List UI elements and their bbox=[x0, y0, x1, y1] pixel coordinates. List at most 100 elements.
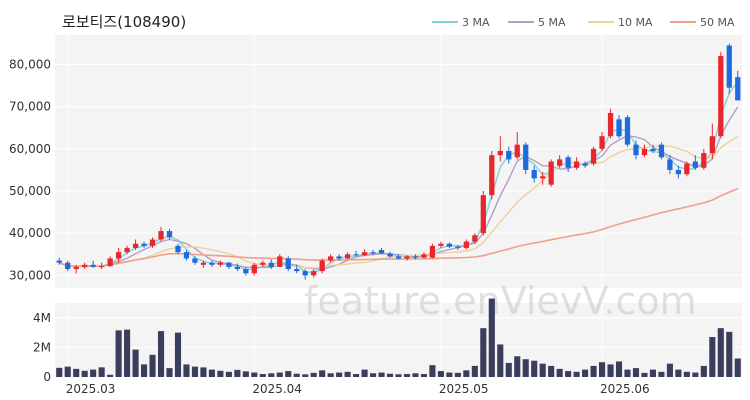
candle-body bbox=[590, 148, 597, 164]
volume-bar bbox=[64, 366, 71, 377]
candle-body bbox=[531, 169, 537, 179]
date-tick-label: 2025.05 bbox=[439, 382, 489, 396]
legend-item: 5 MA bbox=[508, 16, 566, 29]
volume-bar bbox=[370, 373, 377, 377]
candle-body bbox=[684, 163, 690, 175]
candle bbox=[175, 243, 181, 255]
candle bbox=[302, 269, 308, 280]
volume-bar bbox=[124, 329, 131, 377]
candle-body bbox=[412, 256, 419, 258]
candle bbox=[412, 254, 419, 260]
volume-bar bbox=[327, 373, 334, 377]
volume-bar bbox=[412, 373, 419, 377]
volume-bar bbox=[166, 368, 173, 377]
volume-bar bbox=[683, 371, 690, 377]
candle-body bbox=[599, 136, 605, 149]
candle bbox=[370, 250, 376, 256]
candle bbox=[429, 243, 436, 259]
candle-body bbox=[378, 250, 385, 254]
volume-tick-label: 2M bbox=[33, 340, 51, 354]
price-tick-label: 30,000 bbox=[9, 268, 51, 282]
legend-label: 5 MA bbox=[538, 16, 566, 29]
candle bbox=[353, 250, 359, 257]
candle bbox=[73, 264, 79, 274]
candle bbox=[234, 263, 240, 272]
candle-body bbox=[607, 113, 614, 137]
candle bbox=[217, 260, 224, 267]
volume-bar bbox=[208, 369, 215, 377]
candle bbox=[675, 165, 682, 179]
volume-bar bbox=[285, 371, 292, 377]
candle-body bbox=[701, 153, 707, 168]
candle-body bbox=[616, 119, 622, 137]
volume-bar bbox=[251, 372, 258, 377]
price-axis: 30,000 40,000 50,000 60,000 70,000 80,000 bbox=[9, 58, 51, 283]
volume-tick-label: 4M bbox=[33, 311, 51, 325]
candle bbox=[506, 146, 512, 164]
volume-bar bbox=[666, 363, 673, 377]
candle-body bbox=[209, 262, 215, 265]
candle bbox=[726, 43, 732, 95]
candle bbox=[489, 150, 495, 200]
candle bbox=[166, 228, 173, 240]
volume-bar bbox=[446, 372, 453, 377]
candle-body bbox=[387, 253, 393, 257]
volume-bar bbox=[599, 362, 606, 377]
candle bbox=[573, 157, 580, 170]
candle-body bbox=[141, 243, 147, 246]
candle-body bbox=[429, 245, 436, 258]
volume-bar bbox=[692, 372, 699, 377]
volume-bar bbox=[573, 371, 580, 377]
volume-bar bbox=[700, 365, 707, 377]
candle bbox=[285, 256, 291, 272]
candle bbox=[633, 140, 639, 160]
candle bbox=[200, 260, 207, 268]
volume-bar bbox=[615, 361, 623, 377]
candle bbox=[183, 250, 190, 261]
candle bbox=[658, 142, 665, 160]
candle-body bbox=[336, 256, 342, 259]
candle bbox=[328, 254, 334, 263]
candle-body bbox=[192, 258, 198, 263]
candle bbox=[387, 251, 393, 258]
candle bbox=[90, 260, 96, 268]
candle-body bbox=[277, 256, 283, 267]
candle-body bbox=[658, 144, 665, 158]
volume-bar bbox=[548, 365, 555, 377]
volume-bar bbox=[242, 371, 249, 377]
volume-tick-label: 0 bbox=[43, 370, 51, 384]
volume-bar bbox=[488, 298, 495, 377]
candle bbox=[565, 155, 571, 173]
candle bbox=[132, 239, 139, 251]
candle-body bbox=[726, 45, 732, 88]
candlesticks bbox=[56, 43, 741, 280]
candle bbox=[277, 254, 283, 267]
candle bbox=[226, 261, 232, 270]
volume-axis: 0 2M 4M bbox=[33, 311, 51, 384]
volume-bar bbox=[268, 373, 275, 377]
candle-body bbox=[73, 266, 79, 270]
volume-bar bbox=[641, 372, 648, 377]
candle bbox=[531, 165, 537, 183]
volume-bar bbox=[531, 360, 538, 377]
legend-item: 3 MA bbox=[432, 16, 490, 29]
legend-label: 3 MA bbox=[462, 16, 490, 29]
volume-bar bbox=[632, 368, 640, 377]
candle bbox=[421, 252, 427, 259]
volume-bar bbox=[463, 370, 470, 377]
candle-body bbox=[480, 195, 486, 234]
candle bbox=[684, 161, 690, 177]
volume-bar bbox=[522, 359, 529, 377]
volume-bar bbox=[726, 331, 733, 377]
legend-label: 50 MA bbox=[700, 16, 735, 29]
volume-bar bbox=[73, 368, 80, 377]
volume-bar bbox=[480, 328, 487, 377]
candle-body bbox=[455, 246, 461, 248]
volume-bar bbox=[90, 369, 97, 377]
volume-bar bbox=[709, 337, 716, 377]
candle bbox=[209, 260, 215, 267]
candle bbox=[65, 260, 71, 272]
candle-body bbox=[565, 157, 571, 168]
